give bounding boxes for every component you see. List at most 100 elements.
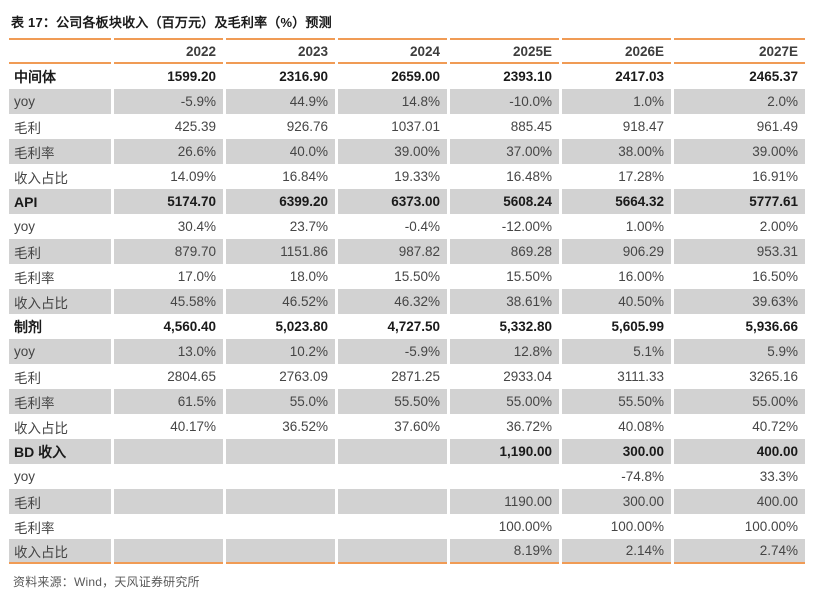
- cell: 400.00: [674, 489, 805, 514]
- column-header-2023: 2023: [226, 38, 335, 64]
- table-row: 毛利率 61.5% 55.0% 55.50% 55.00% 55.50% 55.00%: [9, 389, 805, 414]
- cell: 16.00%: [618, 269, 664, 284]
- cell: 39.00%: [674, 139, 805, 164]
- cell: -5.9%: [114, 89, 223, 114]
- cell: 10.2%: [226, 339, 335, 364]
- cell: 2393.10: [503, 69, 552, 84]
- cell: 300.00: [562, 439, 671, 464]
- cell: 953.31: [674, 239, 805, 264]
- cell: 6399.20: [226, 189, 335, 214]
- cell: 2.74%: [674, 539, 805, 564]
- cell: 18.0%: [289, 269, 328, 284]
- cell: 36.72%: [506, 419, 552, 434]
- cell: [114, 439, 223, 464]
- cell: 1,190.00: [450, 439, 559, 464]
- cell: 906.29: [562, 239, 671, 264]
- cell: [226, 489, 335, 514]
- cell: 40.17%: [170, 419, 216, 434]
- row-label: 制剂: [14, 318, 42, 335]
- cell: -5.9%: [338, 339, 447, 364]
- cell: 37.60%: [394, 419, 440, 434]
- cell: [338, 439, 447, 464]
- cell: 926.76: [286, 119, 328, 134]
- cell: 19.33%: [394, 169, 440, 184]
- cell: 15.50%: [394, 269, 440, 284]
- table-row: yoy -74.8% 33.3%: [9, 464, 805, 489]
- cell: 14.09%: [170, 169, 216, 184]
- cell: 15.50%: [506, 269, 552, 284]
- cell: 2804.65: [167, 369, 216, 384]
- row-label: 收入占比: [14, 420, 68, 436]
- table-row: yoy -5.9% 44.9% 14.8% -10.0% 1.0% 2.0%: [9, 89, 805, 114]
- cell: 40.72%: [752, 419, 798, 434]
- cell: 100.00%: [744, 519, 798, 534]
- cell: [114, 514, 223, 539]
- cell: [226, 439, 335, 464]
- row-label: 收入占比: [14, 170, 68, 186]
- cell: 400.00: [674, 439, 805, 464]
- cell: 46.52%: [226, 289, 335, 314]
- cell: 38.61%: [450, 289, 559, 314]
- cell: 61.5%: [114, 389, 223, 414]
- row-label: 毛利率: [14, 520, 55, 536]
- cell: 16.91%: [752, 169, 798, 184]
- cell: 2659.00: [391, 69, 440, 84]
- cell: 987.82: [338, 239, 447, 264]
- cell: 3265.16: [749, 369, 798, 384]
- source-note: 资料来源：Wind，天风证券研究所: [13, 575, 200, 589]
- cell: 16.50%: [752, 269, 798, 284]
- cell: [226, 514, 335, 539]
- cell: 5777.61: [674, 189, 805, 214]
- column-header-2026e: 2026E: [562, 38, 671, 64]
- table-row: 毛利 879.70 1151.86 987.82 869.28 906.29 953.31: [9, 239, 805, 264]
- cell: 1599.20: [167, 69, 216, 84]
- cell: 17.0%: [177, 269, 216, 284]
- cell: 2763.09: [279, 369, 328, 384]
- table-row: 毛利 2804.65 2763.09 2871.25 2933.04 3111.33 326…: [9, 364, 805, 389]
- cell: 1.0%: [562, 89, 671, 114]
- table-row: 毛利 425.39 926.76 1037.01 885.45 918.47 961.49: [9, 114, 805, 139]
- table-header-row: 2022 2023 2024 2025E 2026E 2027E: [9, 38, 805, 64]
- row-label: 毛利: [9, 239, 111, 264]
- row-label: 毛利: [9, 489, 111, 514]
- row-label: 毛利率: [9, 389, 111, 414]
- cell: 55.00%: [674, 389, 805, 414]
- cell: -0.4%: [404, 219, 440, 234]
- cell: 13.0%: [114, 339, 223, 364]
- table-row: 毛利率 26.6% 40.0% 39.00% 37.00% 38.00% 39.00%: [9, 139, 805, 164]
- cell: 39.63%: [674, 289, 805, 314]
- cell: 2.14%: [562, 539, 671, 564]
- cell: 2.0%: [674, 89, 805, 114]
- cell: -10.0%: [450, 89, 559, 114]
- cell: 4,727.50: [387, 319, 440, 334]
- cell: 45.58%: [114, 289, 223, 314]
- cell: 918.47: [622, 119, 664, 134]
- table-row: yoy 13.0% 10.2% -5.9% 12.8% 5.1% 5.9%: [9, 339, 805, 364]
- cell: [226, 539, 335, 564]
- cell: 40.50%: [562, 289, 671, 314]
- cell: [338, 464, 447, 489]
- cell: 5608.24: [450, 189, 559, 214]
- cell: 5174.70: [114, 189, 223, 214]
- table-row: 收入占比 8.19% 2.14% 2.74%: [9, 539, 805, 564]
- column-header-2024: 2024: [338, 38, 447, 64]
- column-header-2025e: 2025E: [450, 38, 559, 64]
- cell: [114, 489, 223, 514]
- cell: 869.28: [450, 239, 559, 264]
- cell: 2465.37: [749, 69, 798, 84]
- cell: 2417.03: [615, 69, 664, 84]
- cell: 55.00%: [450, 389, 559, 414]
- cell: 1037.01: [391, 119, 440, 134]
- cell: 16.48%: [506, 169, 552, 184]
- cell: 4,560.40: [163, 319, 216, 334]
- column-header-2022: 2022: [114, 38, 223, 64]
- cell: -12.00%: [501, 219, 552, 234]
- table-row: 收入占比 14.09% 16.84% 19.33% 16.48% 17.28% 16.91%: [9, 164, 805, 189]
- cell: 5664.32: [562, 189, 671, 214]
- cell: 8.19%: [450, 539, 559, 564]
- table-row: 毛利 1190.00 300.00 400.00: [9, 489, 805, 514]
- table-row: 收入占比 40.17% 36.52% 37.60% 36.72% 40.08% 40.72%: [9, 414, 805, 439]
- table-body: 中间体 1599.20 2316.90 2659.00 2393.10 2417.03 24…: [9, 64, 805, 564]
- cell: 40.0%: [226, 139, 335, 164]
- cell: 5,332.80: [499, 319, 552, 334]
